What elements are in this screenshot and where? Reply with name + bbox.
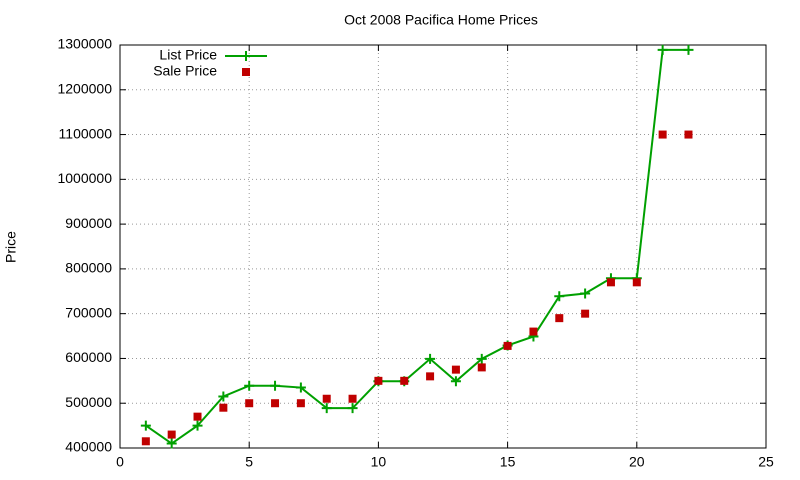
- point-marker: [322, 394, 331, 403]
- point-marker: [450, 376, 461, 387]
- x-tick-label: 25: [758, 454, 774, 470]
- point-marker: [581, 309, 590, 318]
- point-marker: [425, 353, 436, 364]
- point-marker: [271, 399, 280, 408]
- point-marker: [270, 380, 281, 391]
- legend-marker: [242, 68, 250, 76]
- y-tick-label: 700000: [65, 304, 112, 320]
- y-tick-label: 1300000: [57, 36, 112, 52]
- point-marker: [684, 130, 693, 139]
- point-marker: [348, 394, 357, 403]
- y-axis-label: Price: [3, 231, 19, 263]
- series-line: [145, 48, 689, 445]
- y-tick-label: 1200000: [57, 80, 112, 96]
- x-tick-label: 10: [371, 454, 387, 470]
- y-tick-label: 1000000: [57, 170, 112, 186]
- y-tick-label: 800000: [65, 260, 112, 276]
- y-tick-label: 600000: [65, 349, 112, 365]
- point-marker: [167, 430, 176, 439]
- point-marker: [244, 380, 255, 391]
- point-marker: [580, 288, 591, 299]
- y-tick-label: 500000: [65, 394, 112, 410]
- point-marker: [296, 399, 305, 408]
- point-marker: [347, 403, 358, 414]
- point-marker: [295, 382, 306, 393]
- point-marker: [477, 363, 486, 372]
- point-marker: [606, 278, 615, 287]
- point-marker: [400, 376, 409, 385]
- point-marker: [451, 365, 460, 374]
- chart-title: Oct 2008 Pacifica Home Prices: [344, 12, 538, 28]
- x-tick-label: 0: [116, 454, 124, 470]
- legend-label: Sale Price: [153, 63, 217, 79]
- point-marker: [166, 438, 177, 449]
- legend-label: List Price: [159, 47, 217, 63]
- point-marker: [192, 420, 203, 431]
- point-marker: [476, 353, 487, 364]
- y-tick-label: 900000: [65, 215, 112, 231]
- point-marker: [555, 314, 564, 323]
- x-tick-label: 15: [500, 454, 516, 470]
- point-marker: [140, 420, 151, 431]
- point-marker: [321, 403, 332, 414]
- point-marker: [193, 412, 202, 421]
- x-tick-label: 5: [245, 454, 253, 470]
- point-marker: [219, 403, 228, 412]
- legend-marker: [241, 51, 251, 61]
- point-marker: [529, 327, 538, 336]
- point-marker: [503, 341, 512, 350]
- point-marker: [245, 399, 254, 408]
- point-marker: [141, 437, 150, 446]
- point-marker: [218, 391, 229, 402]
- y-tick-label: 400000: [65, 439, 112, 455]
- plot-frame: [119, 44, 767, 449]
- point-marker: [632, 278, 641, 287]
- x-tick-label: 20: [629, 454, 645, 470]
- y-tick-label: 1100000: [59, 125, 113, 141]
- point-marker: [683, 44, 694, 55]
- point-marker: [374, 376, 383, 385]
- point-marker: [426, 372, 435, 381]
- point-marker: [554, 291, 565, 302]
- point-marker: [657, 44, 668, 55]
- point-marker: [658, 130, 667, 139]
